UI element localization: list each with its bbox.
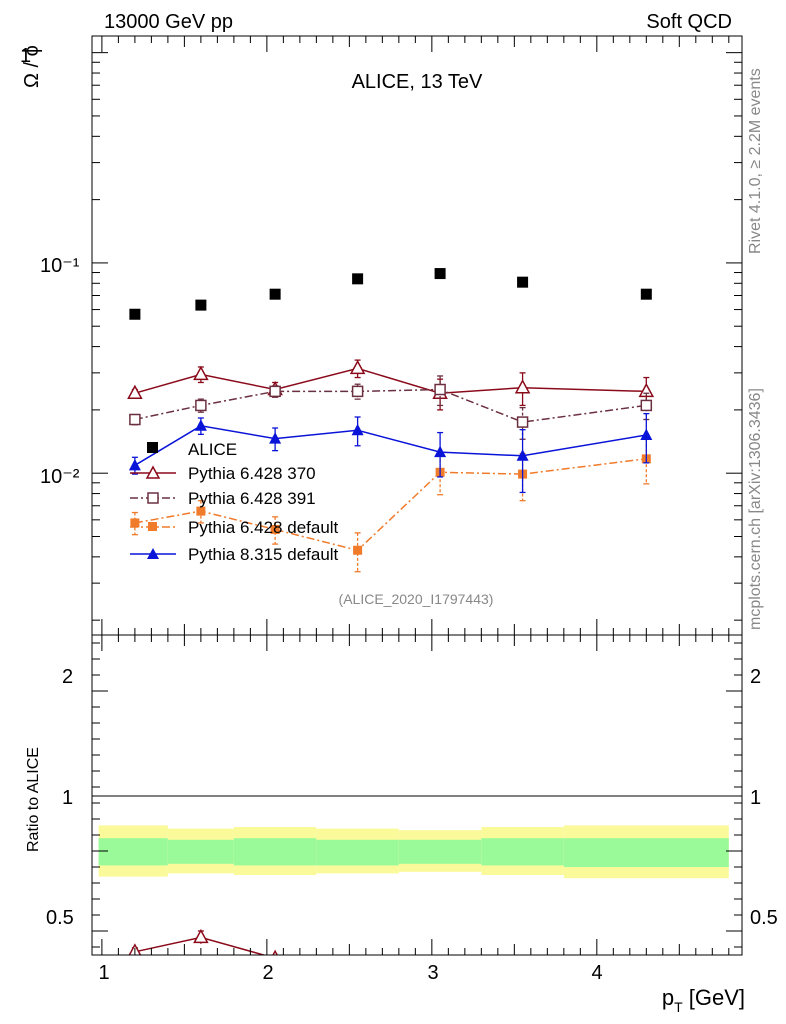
legend-label-py8-default: Pythia 8.315 default <box>188 545 339 564</box>
ratio-frame <box>91 634 743 956</box>
ratio-y-tick-0.5-left: 0.5 <box>46 907 74 929</box>
x-tick-label-3: 3 <box>427 962 438 984</box>
data-point-pythia-6-428-370 <box>638 382 655 398</box>
legend-entry-py6-370: Pythia 6.428 370 <box>130 464 316 483</box>
ratio-y-tick-2-right: 2 <box>750 666 761 688</box>
y-tick-label-0.1: 10⁻¹ <box>40 255 80 277</box>
data-point-pythia-8-315-default <box>128 458 141 471</box>
legend-label-alice: ALICE <box>188 440 237 459</box>
ratio-band-inner <box>316 839 399 866</box>
data-point-pythia-8-315-default <box>194 419 207 431</box>
legend-label-py6-370: Pythia 6.428 370 <box>188 464 316 483</box>
data-point-alice <box>269 288 281 300</box>
x-axis-label: pT [GeV] <box>662 985 745 1015</box>
legend-marker-alice <box>147 442 158 453</box>
legend-marker-py6-370 <box>145 465 161 479</box>
data-point-pythia-6-428-370 <box>127 384 143 399</box>
ratio-band-inner <box>98 838 168 866</box>
series-line-pythia-6-428-391 <box>134 388 647 423</box>
data-point-pythia-8-315-default <box>434 445 447 458</box>
data-point-alice <box>434 268 446 280</box>
legend-marker-py6-391 <box>147 492 159 504</box>
data-point-pythia-6-428-391 <box>351 385 364 398</box>
data-point-alice <box>195 299 207 311</box>
ratio-point-py6-370 <box>272 949 279 955</box>
data-point-pythia-8-315-default <box>351 423 364 436</box>
main-y-axis-label: Ω / ϕ <box>21 45 43 88</box>
data-point-pythia-6-428-391 <box>195 399 207 412</box>
ratio-y-tick-2-left: 2 <box>62 666 73 688</box>
main-panel: ALICE, 13 TeV Ω / ϕ 1 10⁻¹ 10⁻² (ALICE_2… <box>20 35 743 636</box>
ratio-point-py6-370 <box>193 928 209 944</box>
analysis-id-label: (ALICE_2020_I1797443) <box>339 591 494 607</box>
x-tick-label-1: 1 <box>98 962 109 984</box>
data-point-pythia-6-428-default <box>130 518 140 528</box>
main-axis-ticks <box>92 36 742 635</box>
ratio-y-tick-0.5-right: 0.5 <box>750 907 778 929</box>
data-point-pythia-6-428-391 <box>129 413 141 426</box>
ratio-y-axis-label: Ratio to ALICE <box>25 747 42 852</box>
data-point-pythia-6-428-391 <box>269 385 281 398</box>
header-left-label: 13000 GeV pp <box>104 11 233 33</box>
y-tick-label-1: 1 <box>20 45 31 67</box>
data-point-pythia-6-428-391 <box>434 383 446 396</box>
data-point-pythia-6-428-default <box>353 545 363 555</box>
plot-title: ALICE, 13 TeV <box>352 71 483 93</box>
main-data-series <box>127 268 655 573</box>
ratio-y-tick-1-right: 1 <box>750 787 761 809</box>
x-tick-label-4: 4 <box>591 962 602 984</box>
data-point-pythia-6-428-default <box>196 506 206 516</box>
data-point-pythia-6-428-default <box>270 524 280 534</box>
legend-marker-py6-default <box>148 522 157 531</box>
ratio-axis-ticks <box>92 635 742 955</box>
header-right-label: Soft QCD <box>646 11 732 33</box>
data-point-alice <box>517 276 529 288</box>
legend-label-py6-391: Pythia 6.428 391 <box>188 489 316 508</box>
x-tick-label-2: 2 <box>262 962 273 984</box>
legend-entry-py6-391: Pythia 6.428 391 <box>130 489 316 508</box>
ratio-band-inner <box>167 839 234 864</box>
rivet-version-label: Rivet 4.1.0, ≥ 2.2M events <box>747 68 764 254</box>
data-point-pythia-6-428-391 <box>640 399 653 412</box>
data-point-pythia-8-315-default <box>269 432 282 444</box>
data-point-pythia-8-315-default <box>640 428 653 440</box>
ratio-band-inner <box>481 838 564 866</box>
data-point-pythia-6-428-391 <box>516 416 529 428</box>
data-point-pythia-6-428-370 <box>193 365 209 381</box>
ratio-panel: Ratio to ALICE 2 1 0.5 2 1 0.5 1 2 3 4 p… <box>25 634 778 1015</box>
legend-marker-py8-default <box>147 548 159 559</box>
ratio-band-inner <box>563 838 729 867</box>
legend-entry-alice: ALICE <box>147 440 237 459</box>
ratio-uncertainty-bands <box>98 825 729 879</box>
legend-entry-py8-default: Pythia 8.315 default <box>130 545 339 564</box>
data-point-pythia-6-428-370 <box>514 379 531 394</box>
data-point-pythia-6-428-370 <box>349 359 366 375</box>
data-point-alice <box>352 273 364 285</box>
y-tick-label-0.01: 10⁻² <box>40 466 80 488</box>
ratio-band-inner <box>233 838 317 866</box>
ratio-y-tick-1-left: 1 <box>62 787 73 809</box>
series-line-pythia-6-428-370 <box>134 367 647 394</box>
legend: ALICE Pythia 6.428 370 Pythia 6.428 391 … <box>130 440 339 564</box>
ratio-data-series <box>128 928 279 955</box>
legend-label-py6-default: Pythia 6.428 default <box>188 518 339 537</box>
data-point-alice <box>640 288 652 300</box>
legend-entry-py6-default: Pythia 6.428 default <box>130 518 339 537</box>
ratio-band-inner <box>398 839 482 864</box>
data-point-alice <box>129 308 141 320</box>
data-point-pythia-8-315-default <box>516 449 529 461</box>
mcplots-credit-label: mcplots.cern.ch [arXiv:1306.3436] <box>747 388 764 630</box>
